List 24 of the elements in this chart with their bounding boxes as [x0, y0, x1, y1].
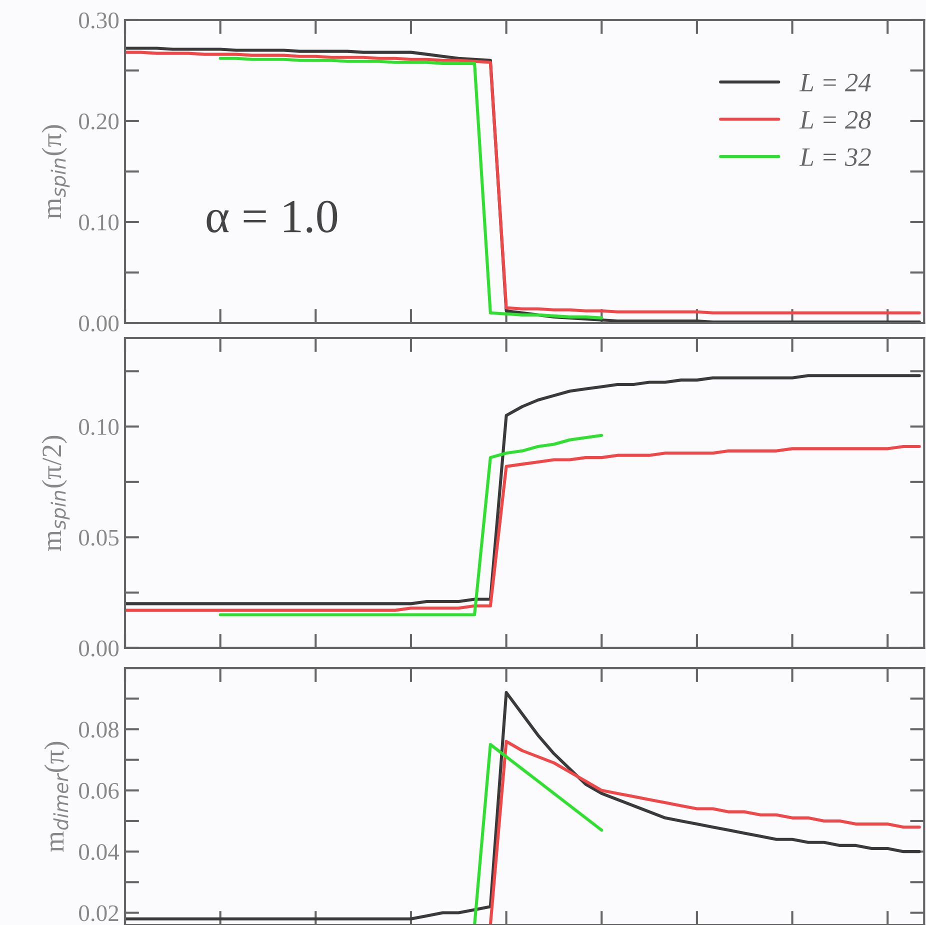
legend-label: L = 24 [799, 74, 871, 92]
line-series [125, 374, 921, 606]
line-series [488, 740, 921, 925]
y-tick-label: 0.00 [79, 640, 119, 656]
y-tick-label: 0.10 [79, 214, 119, 231]
y-axis-title: m$_{dimer}$(π) [44, 742, 70, 852]
y-axis-title: m$_{spin}$(π) [42, 125, 70, 219]
line-series [125, 690, 921, 920]
y-tick-label: 0.05 [79, 530, 119, 546]
line-series [125, 444, 921, 612]
line-series [218, 434, 604, 616]
y-tick-label: 0.02 [79, 905, 118, 922]
y-tick-label: 0.06 [79, 782, 119, 799]
legend-label: L = 28 [799, 110, 872, 129]
y-axis-title: m$_{spin}$(π/2) [42, 436, 70, 552]
y-tick-label: 0.20 [79, 113, 119, 130]
annotation: α = 1.0 [206, 200, 338, 233]
y-tick-label: 0.04 [79, 844, 120, 860]
y-tick-label: 0.08 [79, 722, 119, 738]
y-tick-label: 0.00 [79, 316, 119, 332]
y-tick-label: 0.30 [79, 12, 119, 29]
line-series [473, 742, 604, 925]
legend-label: L = 32 [799, 148, 871, 166]
y-tick-label: 0.10 [79, 419, 119, 436]
